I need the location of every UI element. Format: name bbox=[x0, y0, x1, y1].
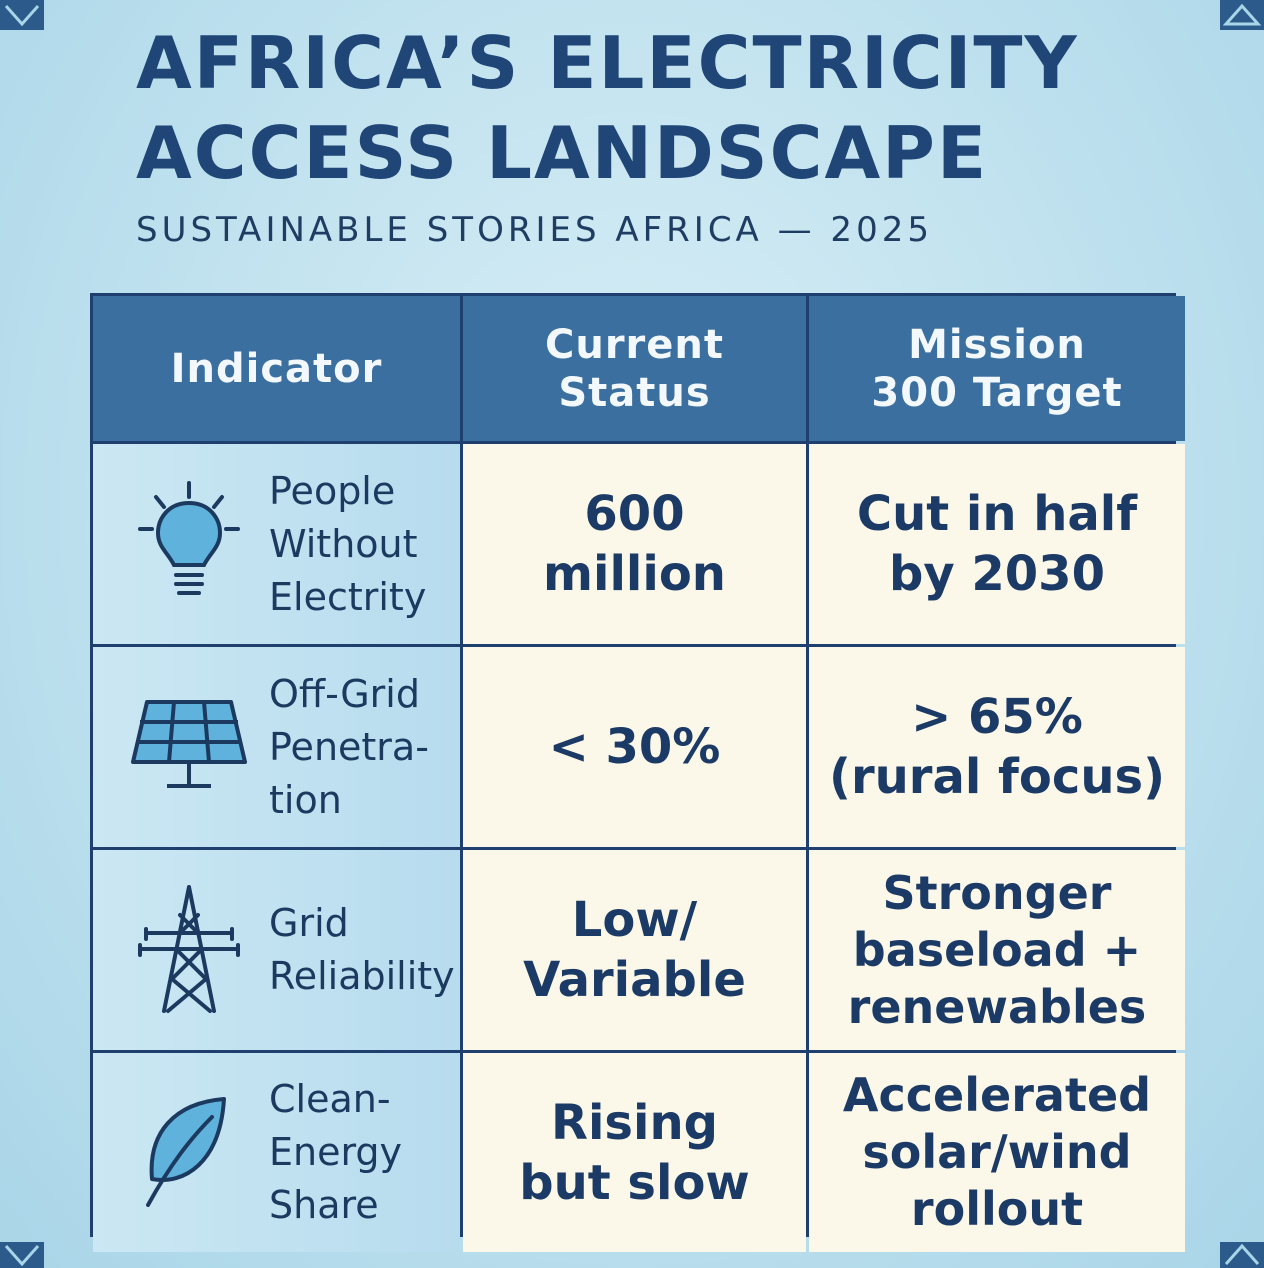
current-people-without-electricity: 600 million bbox=[463, 444, 806, 644]
corner-ornament-top-right bbox=[1220, 0, 1264, 30]
header-target-line-2: 300 Target bbox=[871, 369, 1123, 416]
title-line-1: AFRICA’S ELECTRICITY bbox=[136, 21, 1079, 105]
indicator-off-grid-penetration: Off-Grid Penetra- tion bbox=[93, 647, 460, 847]
value-line: Low/ bbox=[571, 892, 698, 948]
value-line: > 65% bbox=[911, 689, 1083, 745]
indicator-people-without-electricity: People Without Electrity bbox=[93, 444, 460, 644]
current-off-grid-penetration: < 30% bbox=[463, 647, 806, 847]
indicator-line: Grid bbox=[269, 901, 349, 945]
indicator-label: Off-Grid Penetra- tion bbox=[269, 668, 429, 827]
value-line: solar/wind bbox=[862, 1125, 1132, 1179]
indicator-line: Penetra- bbox=[269, 724, 429, 769]
value-line: Accelerated bbox=[842, 1068, 1152, 1122]
value-line: Rising bbox=[551, 1094, 718, 1151]
header-current-status: Current Status bbox=[463, 296, 806, 441]
corner-ornament-bottom-right bbox=[1220, 1242, 1264, 1268]
corner-ornament-bottom-left bbox=[0, 1242, 44, 1268]
target-off-grid-penetration: > 65% (rural focus) bbox=[809, 647, 1185, 847]
page-title: AFRICA’S ELECTRICITY ACCESS LANDSCAPE bbox=[136, 18, 1079, 198]
indicator-label: People Without Electrity bbox=[269, 465, 426, 624]
value-line: million bbox=[543, 546, 726, 602]
value-line: 600 bbox=[584, 486, 685, 542]
indicator-line: Electrity bbox=[269, 574, 427, 619]
indicator-label: Clean- Energy Share bbox=[269, 1073, 402, 1232]
indicator-line: Energy bbox=[269, 1130, 403, 1174]
value-line: Variable bbox=[523, 952, 746, 1008]
header-current-line-1: Current bbox=[544, 321, 724, 368]
value-line: renewables bbox=[847, 979, 1147, 1034]
value-line: by 2030 bbox=[889, 546, 1105, 602]
current-grid-reliability: Low/ Variable bbox=[463, 850, 806, 1050]
value-line: (rural focus) bbox=[829, 749, 1165, 805]
header-indicator: Indicator bbox=[93, 296, 460, 441]
indicator-line: Off-Grid bbox=[269, 671, 420, 716]
lightbulb-icon bbox=[129, 479, 249, 609]
value-line: baseload + bbox=[852, 922, 1142, 977]
indicator-line: Reliability bbox=[269, 954, 455, 998]
header-mission-target: Mission 300 Target bbox=[809, 296, 1185, 441]
indicator-clean-energy-share: Clean- Energy Share bbox=[93, 1053, 460, 1252]
target-people-without-electricity: Cut in half by 2030 bbox=[809, 444, 1185, 644]
page-subtitle: SUSTAINABLE STORIES AFRICA — 2025 bbox=[136, 210, 933, 250]
indicator-label: Grid Reliability bbox=[269, 897, 455, 1003]
value-line: < 30% bbox=[548, 719, 721, 775]
leaf-icon bbox=[129, 1088, 249, 1218]
header-target-line-1: Mission bbox=[908, 321, 1086, 368]
solar-panel-icon bbox=[129, 682, 249, 812]
indicator-line: Clean- bbox=[269, 1077, 391, 1121]
transmission-tower-icon bbox=[129, 884, 249, 1015]
title-line-2: ACCESS LANDSCAPE bbox=[136, 111, 989, 195]
header-current-line-2: Status bbox=[558, 369, 711, 416]
target-grid-reliability: Stronger baseload + renewables bbox=[809, 850, 1185, 1050]
indicator-line: Share bbox=[269, 1183, 379, 1227]
indicator-grid-reliability: Grid Reliability bbox=[93, 850, 460, 1050]
header-indicator-line-1: Indicator bbox=[170, 345, 383, 392]
indicator-line: Without bbox=[269, 521, 418, 566]
value-line: Cut in half bbox=[856, 486, 1138, 542]
access-landscape-table: Indicator Current Status Mission 300 Tar… bbox=[90, 293, 1185, 1252]
value-line: rollout bbox=[910, 1182, 1084, 1236]
value-line: but slow bbox=[519, 1154, 750, 1211]
indicator-line: People bbox=[269, 468, 396, 513]
target-clean-energy-share: Accelerated solar/wind rollout bbox=[809, 1053, 1185, 1252]
value-line: Stronger bbox=[882, 865, 1112, 920]
current-clean-energy-share: Rising but slow bbox=[463, 1053, 806, 1252]
corner-ornament-top-left bbox=[0, 0, 44, 30]
indicator-line: tion bbox=[269, 777, 342, 822]
